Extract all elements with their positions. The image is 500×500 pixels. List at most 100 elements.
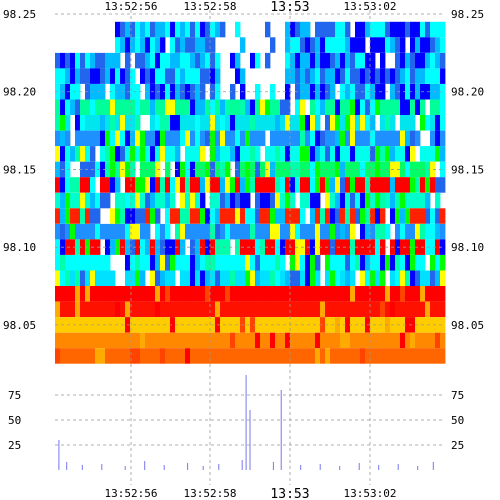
heat-cell (275, 332, 281, 349)
heat-cell (100, 177, 106, 193)
heat-cell (165, 270, 171, 286)
heat-cell (165, 332, 171, 349)
heat-cell (155, 208, 161, 224)
heat-cell (85, 301, 91, 318)
heat-cell (60, 130, 66, 147)
heat-cell (380, 161, 386, 178)
heat-cell (380, 192, 386, 209)
heat-cell (130, 177, 136, 193)
volume-tick-label-right: 25 (451, 439, 464, 452)
heat-cell (330, 99, 336, 115)
heat-cell (205, 332, 211, 349)
heat-cell (130, 130, 136, 147)
heat-cell (315, 37, 321, 53)
heat-cell (240, 286, 246, 302)
heat-cell (330, 52, 336, 69)
heat-cell (300, 255, 306, 271)
heat-cell (435, 37, 441, 53)
heat-cell (200, 223, 206, 240)
heat-cell (85, 208, 91, 224)
heat-cell (400, 348, 406, 364)
heat-cell (135, 223, 141, 240)
heat-cell (75, 52, 81, 69)
heat-cell (280, 317, 286, 333)
heat-cell (435, 208, 441, 224)
heat-cell (340, 52, 346, 69)
heat-cell (105, 270, 111, 286)
heat-cell (115, 208, 121, 224)
heat-cell (105, 223, 111, 240)
heat-cell (280, 348, 286, 364)
heat-cell (115, 177, 121, 193)
heat-cell (150, 68, 156, 84)
heat-cell (245, 115, 251, 131)
heat-cell (310, 208, 316, 224)
heat-cell (240, 223, 246, 240)
heat-cell (160, 317, 166, 333)
heat-cell (260, 239, 266, 255)
heat-cell (420, 52, 426, 69)
heat-cell (355, 177, 361, 193)
heat-cell (165, 286, 171, 302)
heat-cell (70, 68, 76, 84)
heat-cell (320, 223, 326, 240)
heat-cell (435, 99, 441, 115)
heat-cell (125, 270, 131, 286)
heat-cell (435, 84, 441, 100)
heat-cell (275, 270, 281, 286)
heat-cell (235, 332, 241, 349)
heat-cell (385, 99, 391, 115)
heat-cell (135, 21, 141, 38)
heat-cell (110, 270, 116, 286)
heat-cell (395, 52, 401, 69)
heat-cell (240, 99, 246, 115)
heat-cell (170, 270, 176, 286)
heat-cell (430, 52, 436, 69)
heat-cell (180, 270, 186, 286)
heat-cell (330, 348, 336, 364)
heat-cell (90, 286, 96, 302)
x-tick-label-bottom: 13:52:58 (184, 487, 237, 500)
heat-cell (60, 286, 66, 302)
heat-cell (185, 146, 191, 162)
heat-cell (350, 146, 356, 162)
heat-cell (295, 68, 301, 84)
heat-cell (205, 255, 211, 271)
heat-cell (130, 239, 136, 255)
heat-cell (180, 255, 186, 271)
heat-cell (425, 68, 431, 84)
heat-cell (225, 146, 231, 162)
heat-cell (410, 255, 416, 271)
heat-cell (270, 286, 276, 302)
heat-cell (345, 21, 351, 38)
heat-cell (320, 348, 326, 364)
heat-cell (415, 255, 421, 271)
heat-cell (295, 130, 301, 147)
heat-cell (365, 270, 371, 286)
heat-cell (55, 130, 61, 147)
heat-cell (290, 301, 296, 318)
heat-cell (135, 99, 141, 115)
heat-cell (310, 270, 316, 286)
heat-cell (315, 286, 321, 302)
heat-cell (225, 177, 231, 193)
heat-cell (420, 208, 426, 224)
heat-cell (110, 223, 116, 240)
heat-cell (95, 130, 101, 147)
heat-cell (305, 301, 311, 318)
heat-cell (255, 177, 261, 193)
heat-cell (105, 146, 111, 162)
heat-cell (130, 146, 136, 162)
heat-cell (135, 115, 141, 131)
heat-cell (195, 21, 201, 38)
heat-cell (115, 286, 121, 302)
heat-cell (435, 146, 441, 162)
heat-cell (360, 99, 366, 115)
heat-cell (95, 68, 101, 84)
heat-cell (165, 84, 171, 100)
heat-cell (240, 146, 246, 162)
heat-cell (440, 208, 446, 224)
heat-cell (340, 21, 346, 38)
heat-cell (120, 332, 126, 349)
heat-cell (160, 52, 166, 69)
